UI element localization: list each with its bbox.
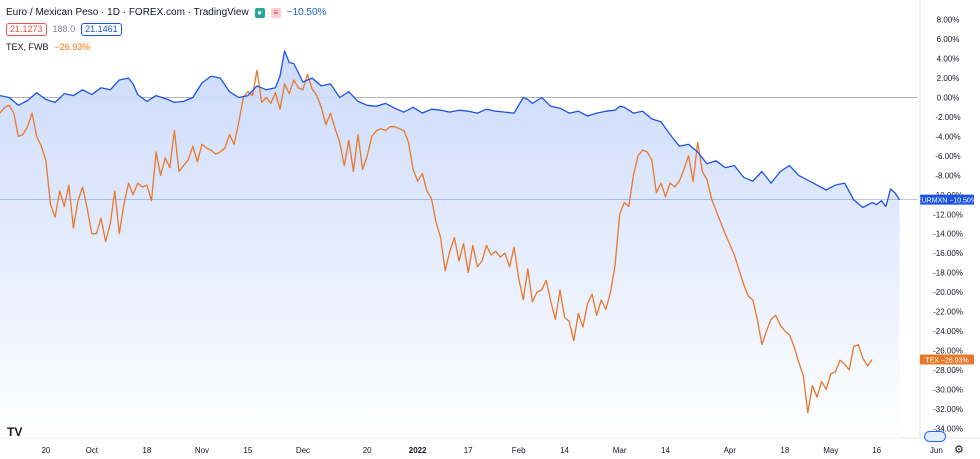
y-tick-label: -26.00% [933, 346, 963, 355]
y-tick-label: -8.00% [935, 171, 960, 180]
eurmxn-area [0, 50, 900, 439]
compare-change: −26.93% [54, 42, 91, 52]
y-tick-label: -16.00% [933, 249, 963, 258]
y-tick-label: -22.00% [933, 308, 963, 317]
x-tick-label: 14 [560, 446, 569, 455]
x-tick-label: 20 [363, 446, 372, 455]
y-tick-label: -18.00% [933, 269, 963, 278]
x-tick-label: 14 [661, 446, 670, 455]
tex-last-value-badge: TEX −26.93% [920, 354, 974, 365]
svg-text:TEX −26.93%: TEX −26.93% [925, 358, 968, 365]
x-tick-label: Apr [724, 446, 737, 455]
x-tick-label: Mar [613, 446, 627, 455]
x-tick-label: 2022 [409, 446, 427, 455]
y-tick-label: -32.00% [933, 405, 963, 414]
svg-text:EURMXN −10.50%: EURMXN −10.50% [917, 198, 977, 205]
y-tick-label: -6.00% [935, 152, 960, 161]
eurmxn-series-line [0, 50, 901, 209]
sell-price[interactable]: 21.1273 [6, 22, 47, 36]
tex-series-line [0, 69, 873, 414]
x-tick-label: 17 [464, 446, 473, 455]
eurmxn-last-value-badge: EURMXN −10.50% [917, 194, 977, 205]
x-tick-label: May [823, 446, 838, 455]
y-tick-label: -30.00% [933, 385, 963, 394]
y-tick-label: 2.00% [937, 74, 960, 83]
x-tick-label: 16 [872, 446, 881, 455]
currency-icon: ≡ [270, 8, 281, 18]
y-tick-label: -28.00% [933, 366, 963, 375]
market-open-icon: ● [254, 8, 265, 18]
x-tick-label: 18 [780, 446, 789, 455]
y-tick-label: -12.00% [933, 210, 963, 219]
y-tick-label: -20.00% [933, 288, 963, 297]
x-tick-label: Dec [296, 446, 310, 455]
x-tick-label: Nov [195, 446, 209, 455]
y-tick-label: 0.00% [937, 94, 960, 103]
chart-legend: Euro / Mexican Peso · 1D · FOREX.com · T… [6, 6, 326, 54]
toggle-icon[interactable] [924, 431, 946, 442]
symbol-title[interactable]: Euro / Mexican Peso · 1D · FOREX.com · T… [6, 7, 249, 18]
y-tick-label: 8.00% [937, 16, 960, 25]
y-tick-label: 4.00% [937, 55, 960, 64]
x-tick-label: 20 [41, 446, 50, 455]
gear-icon[interactable]: ⚙ [954, 444, 964, 456]
y-tick-label: -24.00% [933, 327, 963, 336]
tradingview-logo-icon[interactable]: TV [7, 425, 23, 439]
y-tick-label: -4.00% [935, 132, 960, 141]
y-tick-label: -14.00% [933, 230, 963, 239]
main-change: −10.50% [286, 7, 327, 18]
x-tick-label: Feb [512, 446, 526, 455]
x-tick-label: 15 [243, 446, 252, 455]
x-tick-label: 18 [142, 446, 151, 455]
x-tick-label: Oct [86, 446, 99, 455]
spread-value: 188.0 [52, 24, 76, 34]
compare-symbol[interactable]: TEX, FWB [6, 42, 49, 52]
y-tick-label: 6.00% [937, 35, 960, 44]
buy-price[interactable]: 21.1461 [81, 22, 122, 36]
y-tick-label: -2.00% [935, 113, 960, 122]
x-tick-label: Jun [930, 446, 943, 455]
y-tick-label: -34.00% [933, 424, 963, 433]
